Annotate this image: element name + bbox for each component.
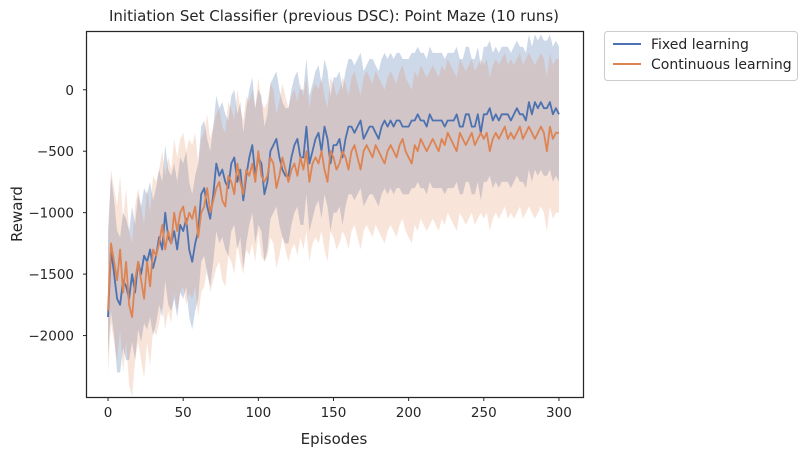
legend: Fixed learning Continuous learning <box>604 31 798 81</box>
chart-title: Initiation Set Classifier (previous DSC)… <box>109 7 559 25</box>
y-tick-label: −1000 <box>28 206 74 222</box>
x-axis-label: Episodes <box>301 430 368 448</box>
x-tick-label: 50 <box>175 405 192 421</box>
x-tick-label: 250 <box>471 405 497 421</box>
confidence-bands <box>108 34 559 398</box>
line-continuous-learning <box>107 125 559 319</box>
x-tick-label: 150 <box>321 405 347 421</box>
x-tick-label: 300 <box>546 405 572 421</box>
series-lines <box>107 101 560 319</box>
y-axis-label: Reward <box>8 186 26 242</box>
x-axis-ticks: 0 50 100 150 200 250 300 <box>104 397 572 421</box>
plot-frame <box>85 30 585 399</box>
x-tick-label: 100 <box>245 405 271 421</box>
y-tick-label: −2000 <box>28 329 74 345</box>
y-tick-label: −1500 <box>28 267 74 283</box>
x-tick-label: 0 <box>104 405 113 421</box>
legend-label-fixed-learning: Fixed learning <box>651 37 749 53</box>
y-tick-label: 0 <box>65 83 74 99</box>
legend-label-continuous-learning: Continuous learning <box>651 57 792 73</box>
y-axis-ticks: 0 −500 −1000 −1500 −2000 <box>28 83 87 345</box>
y-tick-label: −500 <box>37 144 74 160</box>
line-fixed-learning <box>107 101 560 318</box>
band-fixed-learning <box>108 34 559 373</box>
x-tick-label: 200 <box>396 405 422 421</box>
legend-box <box>604 31 798 81</box>
